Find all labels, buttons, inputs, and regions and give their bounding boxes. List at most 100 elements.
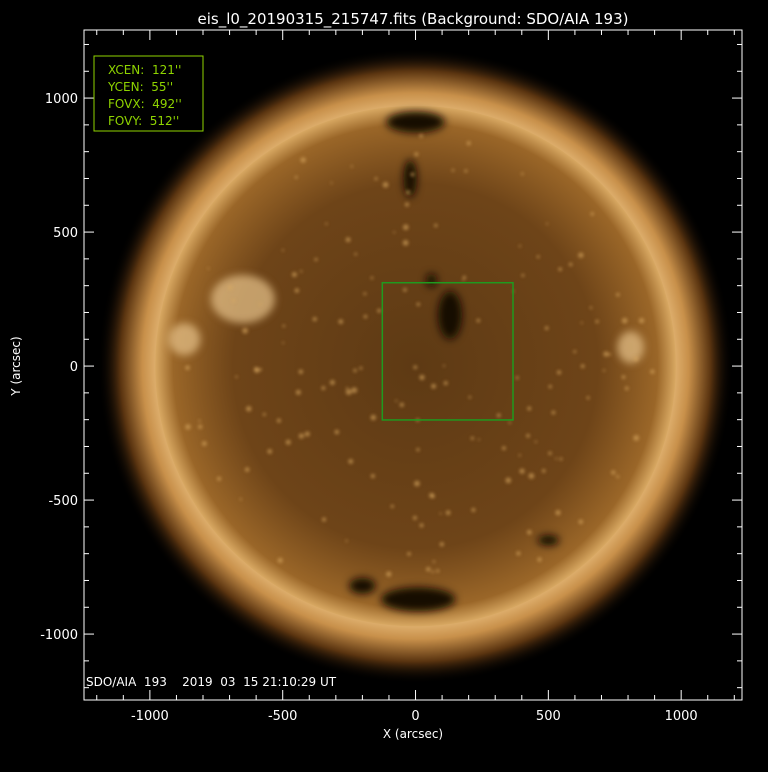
- bright-point: [541, 469, 546, 473]
- bright-point: [276, 418, 281, 423]
- bright-point: [521, 172, 524, 176]
- bright-point: [259, 368, 262, 372]
- bright-point: [312, 316, 317, 322]
- bright-point: [377, 308, 382, 313]
- bright-point: [414, 480, 420, 487]
- bright-point: [578, 519, 584, 525]
- bright-point: [329, 379, 335, 386]
- bright-point: [404, 202, 410, 207]
- bright-point: [351, 387, 358, 394]
- coronal-hole: [403, 159, 417, 198]
- bright-point: [198, 419, 201, 423]
- bright-point: [245, 406, 252, 412]
- bright-point: [621, 375, 626, 380]
- bright-point: [298, 433, 304, 439]
- info-xcen: XCEN: 121'': [108, 63, 181, 77]
- coronal-hole: [426, 273, 437, 288]
- bright-point: [451, 168, 455, 172]
- bright-point: [227, 285, 233, 290]
- bright-point: [406, 190, 411, 195]
- bright-point: [345, 539, 348, 542]
- bright-point: [416, 302, 421, 307]
- bright-point: [325, 222, 328, 225]
- bright-point: [345, 387, 349, 390]
- bright-point: [185, 424, 191, 430]
- bright-point: [464, 169, 468, 173]
- bright-point: [419, 523, 424, 528]
- y-tick-label: 0: [70, 360, 78, 375]
- bright-point: [462, 278, 465, 282]
- bright-point: [413, 365, 418, 370]
- bright-point: [374, 177, 378, 181]
- bright-point: [345, 237, 351, 243]
- bright-point: [602, 369, 606, 372]
- bright-point: [611, 470, 616, 475]
- bright-point: [432, 560, 436, 563]
- bright-point: [282, 324, 286, 328]
- active-region: [210, 274, 275, 324]
- bright-point: [555, 457, 558, 460]
- bright-point: [603, 351, 609, 357]
- bright-point: [419, 374, 425, 381]
- bright-point: [258, 302, 262, 306]
- chart-title: eis_l0_20190315_215747.fits (Background:…: [197, 10, 628, 29]
- bright-point: [416, 448, 420, 452]
- bright-point: [338, 319, 344, 325]
- bright-point: [393, 231, 396, 234]
- x-tick-label: -1000: [131, 709, 169, 724]
- bright-point: [321, 517, 327, 522]
- bright-point: [431, 570, 435, 574]
- bright-point: [410, 172, 415, 177]
- bright-point: [518, 244, 522, 248]
- bright-point: [608, 353, 611, 356]
- bright-point: [295, 389, 301, 395]
- image-label: SDO/AIA 193 2019 03 15 21:10:29 UT: [86, 675, 337, 689]
- bright-point: [354, 252, 358, 256]
- bright-point: [201, 441, 207, 447]
- bright-point: [568, 262, 573, 267]
- bright-point: [496, 413, 501, 418]
- eis-fov-box: [381, 281, 514, 421]
- bright-point: [468, 395, 472, 399]
- bright-point: [616, 292, 620, 297]
- active-region: [617, 331, 644, 364]
- bright-point: [548, 384, 552, 389]
- bright-point: [462, 275, 467, 280]
- bright-point: [353, 368, 357, 373]
- coronal-hole: [380, 587, 456, 612]
- bright-point: [345, 388, 352, 395]
- bright-point: [334, 429, 340, 435]
- coronal-hole: [438, 291, 463, 340]
- bright-point: [382, 181, 389, 188]
- bright-point: [277, 557, 283, 564]
- bright-point: [235, 375, 238, 379]
- bright-point: [546, 222, 549, 225]
- bright-point: [242, 327, 248, 334]
- bright-point: [638, 317, 645, 324]
- x-axis-label: X (arcsec): [383, 727, 443, 741]
- bright-point: [650, 369, 655, 374]
- bright-point: [555, 509, 561, 516]
- sun-image: [97, 48, 734, 684]
- y-tick-label: -1000: [40, 628, 78, 643]
- bright-point: [281, 249, 285, 252]
- bright-point: [621, 317, 628, 324]
- bright-point: [518, 454, 521, 457]
- y-tick-label: 500: [53, 226, 78, 241]
- bright-point: [534, 440, 538, 443]
- bright-point: [527, 406, 532, 411]
- bright-point: [403, 287, 407, 292]
- bright-point: [298, 369, 304, 375]
- bright-point: [285, 439, 291, 445]
- bright-point: [443, 381, 448, 386]
- bright-point: [526, 529, 532, 535]
- bright-point: [300, 270, 303, 273]
- coronal-hole: [349, 577, 376, 594]
- bright-point: [291, 272, 297, 278]
- bright-point: [431, 383, 437, 389]
- bright-point: [556, 370, 562, 375]
- y-tick-label: -500: [48, 494, 78, 509]
- bright-point: [508, 421, 511, 424]
- bright-point: [537, 557, 542, 562]
